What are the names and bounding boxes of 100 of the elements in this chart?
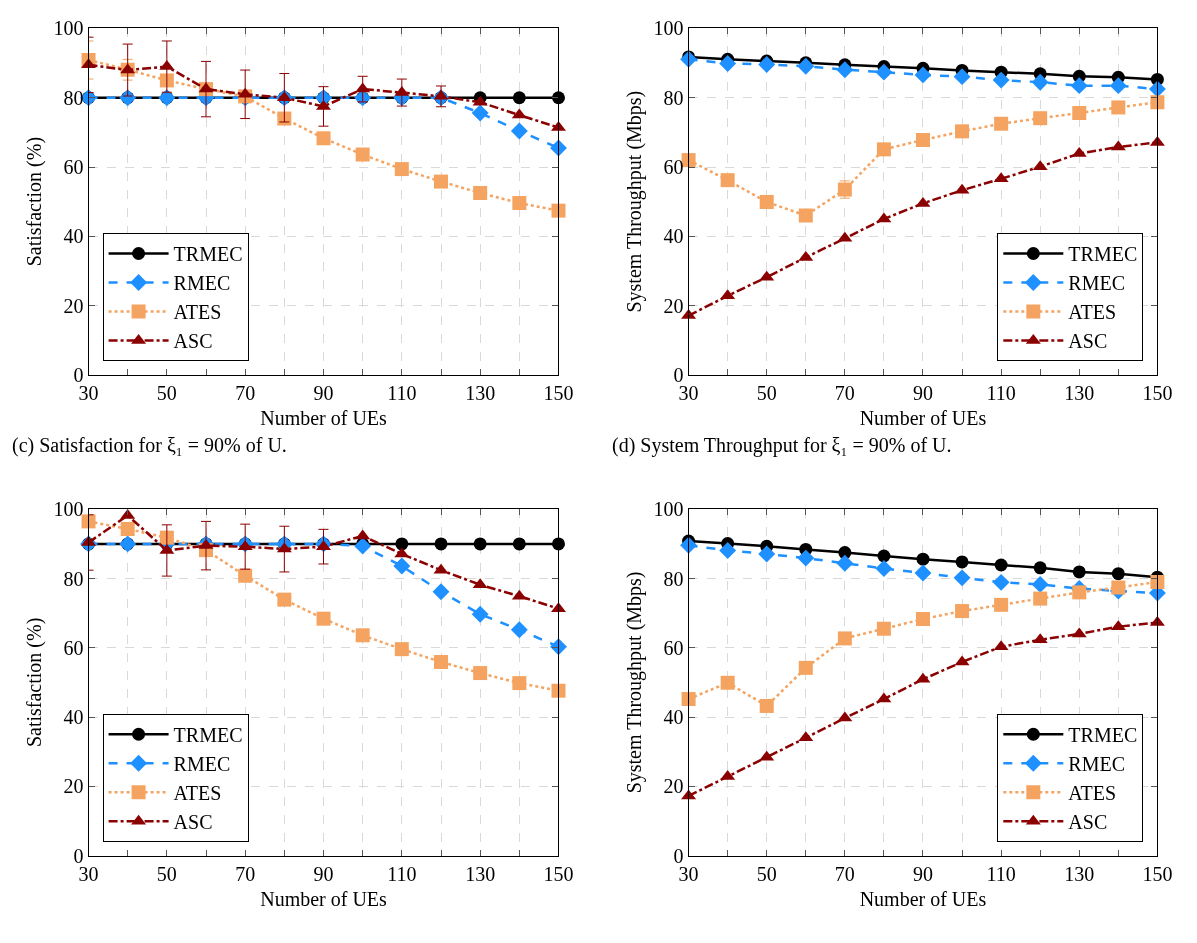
legend-label: RMEC [173,753,231,776]
point [916,552,930,566]
point [473,185,488,200]
y-tick-label: 40 [663,706,684,729]
point [1072,106,1087,120]
x-tick-label: 130 [465,862,496,885]
point [434,537,448,551]
x-axis-title: Number of UEs [260,888,388,911]
point [797,549,815,567]
point [876,142,891,157]
point [393,557,411,575]
legend-label: TRMEC [1068,724,1138,747]
point [1033,111,1048,126]
x-tick-label: 70 [235,381,256,404]
point [992,573,1010,591]
x-tick-label: 150 [543,862,574,885]
point [1072,585,1087,600]
x-tick-label: 110 [387,862,417,885]
x-tick-label: 110 [986,381,1016,404]
point [992,71,1010,89]
point [994,116,1009,131]
legend-label: ATES [173,301,222,324]
x-tick-label: 110 [986,862,1016,885]
x-tick-label: 150 [1142,862,1173,885]
legend-label: ASC [173,330,213,353]
legend-label: RMEC [1068,753,1126,776]
point [1070,77,1088,95]
point [915,612,930,627]
point [914,66,932,84]
point [1111,580,1126,595]
y-tick-label: 20 [663,294,684,317]
x-tick-label: 90 [313,381,334,404]
legend-label: RMEC [173,272,231,295]
point [395,537,409,551]
y-tick-label: 40 [663,225,684,248]
point [875,560,893,577]
point [512,196,527,211]
legend-label: ATES [1068,782,1117,805]
point [354,537,372,555]
x-axis-title: Number of UEs [859,407,987,430]
point [719,542,737,559]
point [915,133,930,148]
x-axis-title: Number of UEs [260,407,388,430]
legend-label: TRMEC [1068,243,1138,266]
point [875,63,893,81]
point [316,131,331,146]
x-tick-label: 110 [387,381,417,404]
legend-label: ATES [1068,301,1117,324]
point [877,549,891,563]
y-tick-label: 80 [63,567,84,590]
point [355,147,370,162]
legend-label: ASC [173,811,213,834]
point [434,174,448,189]
point [914,564,932,582]
chart-title: (c) Satisfaction for ξ₁ = 90% of U. [12,434,287,457]
x-tick-label: 90 [912,862,933,885]
point [1033,591,1048,606]
legend-label: ASC [1068,330,1108,353]
y-tick-label: 60 [663,636,684,659]
point [471,605,489,623]
point [1109,77,1127,95]
x-tick-label: 50 [756,381,777,404]
point [355,628,370,643]
point [953,68,971,86]
point [720,675,735,690]
point [510,621,528,639]
point [512,676,527,691]
legend-label: ASC [1068,811,1108,834]
y-tick-label: 40 [63,706,84,729]
legend-label: ATES [173,782,222,805]
point [1072,565,1086,579]
point [473,537,487,551]
chart-title: (d) System Throughput for ξ₁ = 90% of U. [612,434,952,457]
y-axis-title: Satisfaction (%) [23,136,47,267]
y-tick-label: 20 [63,775,84,798]
point [719,55,737,72]
x-tick-label: 130 [465,381,496,404]
y-tick-label: 100 [53,498,84,521]
point [758,545,776,563]
point [720,173,735,188]
point [955,604,970,619]
point [512,91,526,105]
x-tick-label: 150 [543,381,574,404]
x-tick-label: 130 [1064,381,1095,404]
point [953,569,971,587]
point [955,555,969,569]
point [758,56,776,73]
point [316,611,331,626]
point [759,194,774,209]
point [512,537,526,551]
y-tick-label: 20 [663,775,684,798]
x-tick-label: 50 [756,862,777,885]
x-tick-label: 90 [313,862,334,885]
point [759,698,774,713]
point [955,124,970,139]
x-tick-label: 70 [834,862,855,885]
x-tick-label: 50 [156,862,177,885]
point [798,660,813,675]
point [836,61,854,79]
point [394,642,409,657]
